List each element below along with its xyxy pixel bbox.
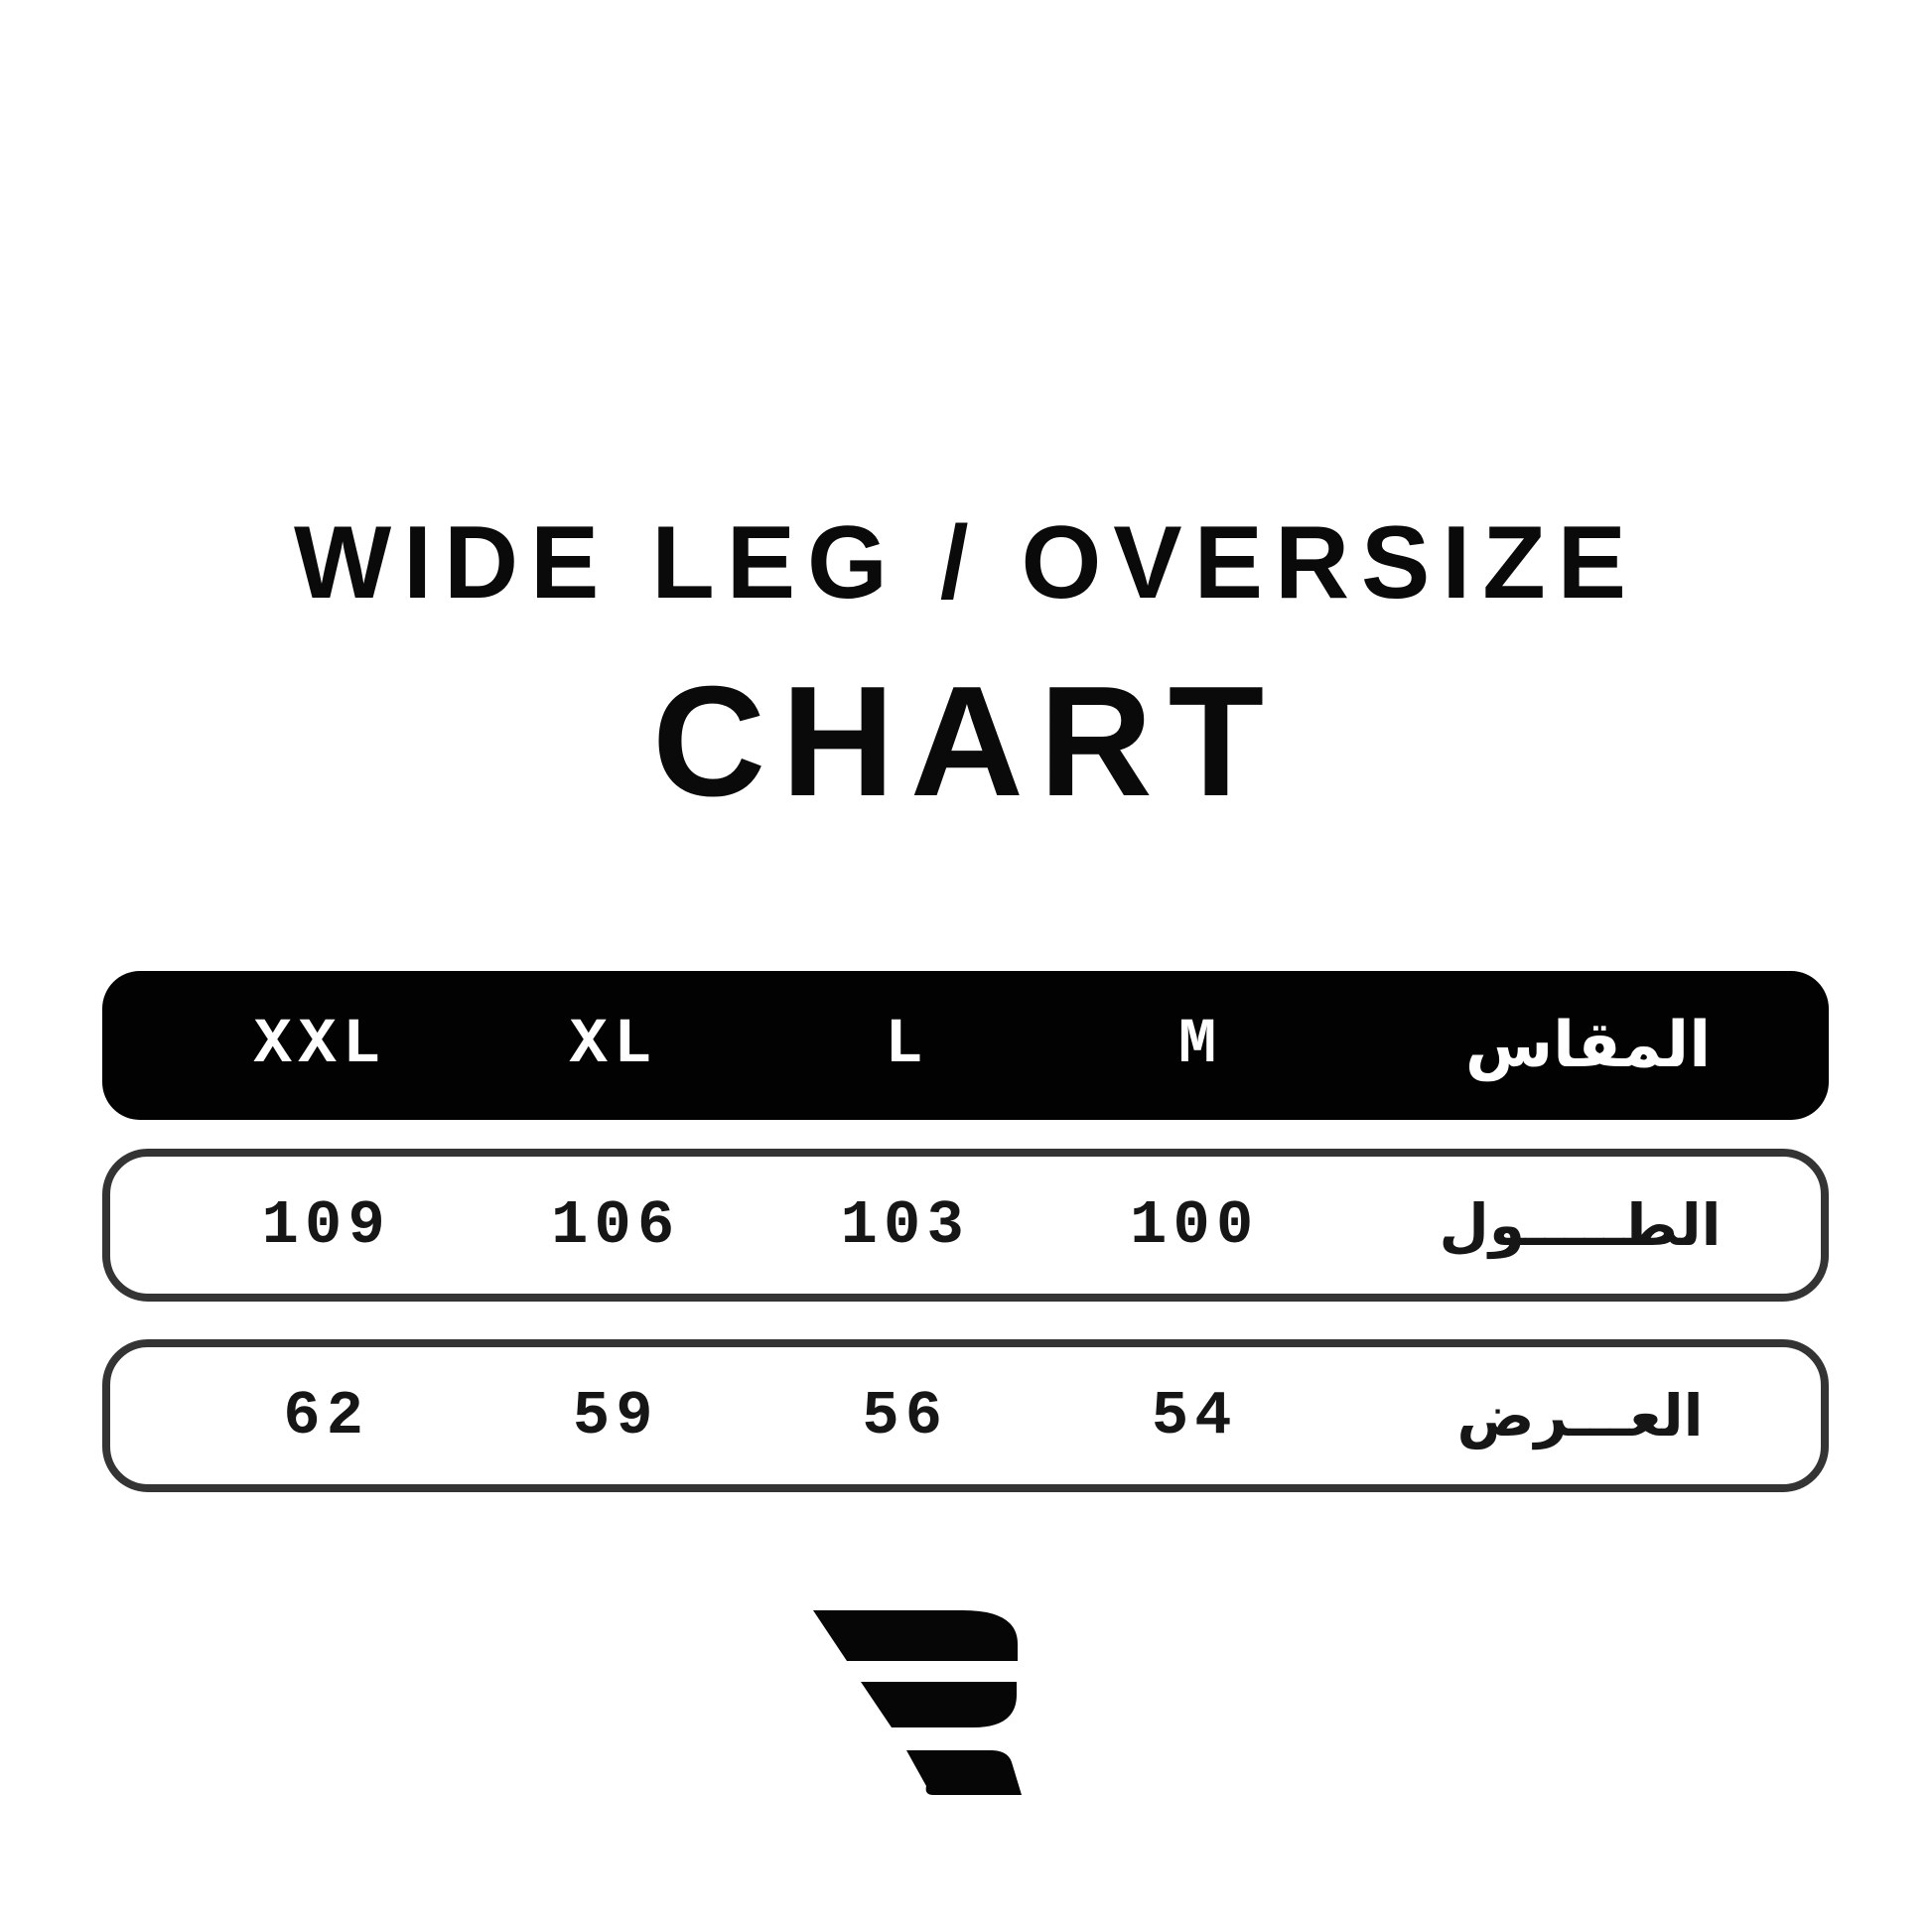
header-size-m: M [1177, 1010, 1223, 1081]
table-row-length: 109 106 103 100 الطـــــول [102, 1149, 1829, 1302]
table-row-width: 62 59 56 54 العـــرض [102, 1339, 1829, 1492]
page-subtitle: CHART [652, 654, 1280, 829]
table-header-row: XXL XL L M المقاس [102, 971, 1829, 1120]
header-label-size: المقاس [1464, 1009, 1712, 1082]
page-title: WIDE LEG / OVERSIZE [293, 505, 1639, 621]
length-value-xl: 106 [551, 1189, 681, 1261]
length-value-m: 100 [1130, 1189, 1260, 1261]
header-size-l: L [885, 1010, 930, 1081]
r-wing-logo-icon [813, 1610, 1022, 1795]
width-value-xl: 59 [572, 1380, 659, 1451]
width-value-l: 56 [862, 1380, 949, 1451]
length-value-xxl: 109 [261, 1189, 391, 1261]
header-size-xxl: XXL [253, 1010, 387, 1081]
width-value-m: 54 [1151, 1380, 1238, 1451]
size-table: XXL XL L M المقاس 109 106 103 100 الطـــ… [102, 971, 1829, 1492]
row-label-width: العـــرض [1456, 1382, 1704, 1449]
header-size-xl: XL [569, 1010, 659, 1081]
row-label-length: الطـــــول [1439, 1191, 1722, 1259]
width-value-xxl: 62 [283, 1380, 370, 1451]
length-value-l: 103 [840, 1189, 970, 1261]
